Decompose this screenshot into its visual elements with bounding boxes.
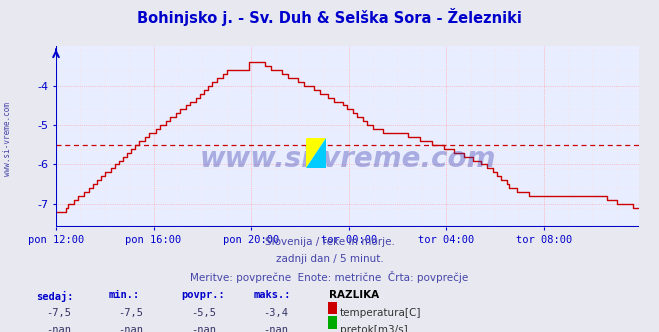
- Text: -nan: -nan: [46, 325, 71, 332]
- Text: zadnji dan / 5 minut.: zadnji dan / 5 minut.: [275, 254, 384, 264]
- Polygon shape: [306, 138, 326, 168]
- Text: www.si-vreme.com: www.si-vreme.com: [3, 103, 13, 176]
- Text: -7,5: -7,5: [46, 308, 71, 318]
- Text: -nan: -nan: [191, 325, 216, 332]
- Text: temperatura[C]: temperatura[C]: [340, 308, 422, 318]
- Text: www.si-vreme.com: www.si-vreme.com: [200, 145, 496, 173]
- Text: -nan: -nan: [264, 325, 289, 332]
- Text: -7,5: -7,5: [119, 308, 144, 318]
- Text: Meritve: povprečne  Enote: metrične  Črta: povprečje: Meritve: povprečne Enote: metrične Črta:…: [190, 271, 469, 283]
- Text: sedaj:: sedaj:: [36, 290, 74, 301]
- Polygon shape: [306, 138, 326, 168]
- Text: min.:: min.:: [109, 290, 140, 300]
- Text: maks.:: maks.:: [254, 290, 291, 300]
- Text: Bohinjsko j. - Sv. Duh & Selška Sora - Železniki: Bohinjsko j. - Sv. Duh & Selška Sora - Ž…: [137, 8, 522, 26]
- Text: -3,4: -3,4: [264, 308, 289, 318]
- Text: povpr.:: povpr.:: [181, 290, 225, 300]
- Text: Slovenija / reke in morje.: Slovenija / reke in morje.: [264, 237, 395, 247]
- Text: -nan: -nan: [119, 325, 144, 332]
- Text: pretok[m3/s]: pretok[m3/s]: [340, 325, 408, 332]
- Text: RAZLIKA: RAZLIKA: [330, 290, 380, 300]
- Text: -5,5: -5,5: [191, 308, 216, 318]
